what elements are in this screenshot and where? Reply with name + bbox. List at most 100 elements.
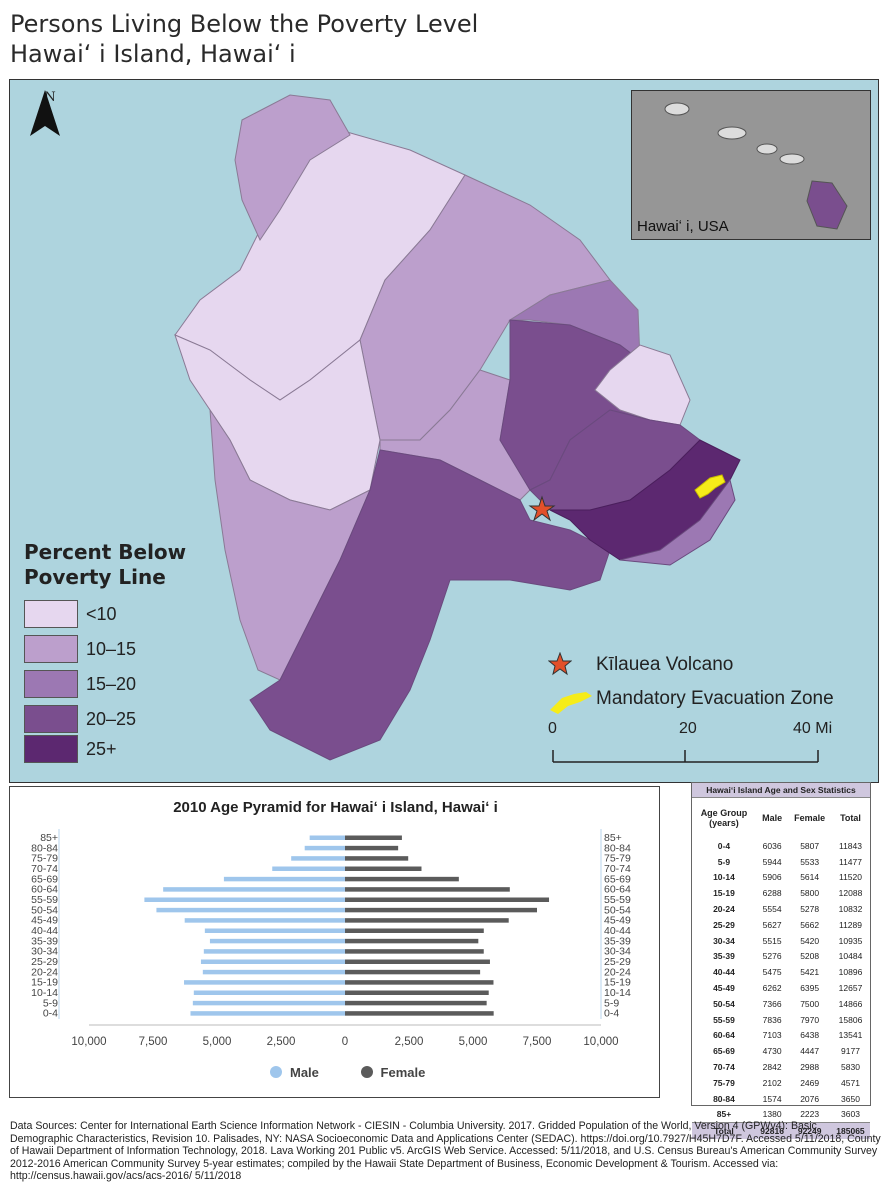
- value-cell: 5533: [800, 856, 820, 867]
- male-bar: [204, 928, 345, 933]
- female-bar: [345, 876, 459, 882]
- value-cell: 5627: [762, 919, 782, 930]
- value-cell: 5278: [800, 904, 820, 915]
- value-cell: 12657: [838, 983, 863, 994]
- value-cell: 2102: [762, 1077, 782, 1088]
- scale-label: 20: [679, 720, 697, 737]
- legend-label: 20–25: [86, 709, 137, 729]
- table-row: 50-54 7366 7500 14866: [692, 996, 870, 1012]
- value-cell: 6262: [762, 983, 782, 994]
- age-tick-label-right: 20-24: [604, 966, 631, 978]
- male-bar: [209, 938, 345, 944]
- value-cell: 7103: [762, 1030, 782, 1041]
- female-bar: [345, 959, 490, 964]
- value-cell: 5420: [800, 935, 820, 946]
- table-row: 30-34 5515 5420 10935: [692, 933, 870, 949]
- age-tick-label-left: 80-84: [31, 842, 58, 854]
- age-tick-label-left: 5-9: [43, 997, 58, 1009]
- age-tick-label-left: 85+: [40, 832, 58, 844]
- value-cell: 5276: [762, 951, 782, 962]
- female-bar: [345, 969, 481, 975]
- evacuation-zone: [694, 474, 726, 499]
- age-group-cell: 60-64: [713, 1030, 735, 1041]
- age-tick-label-left: 35-39: [31, 935, 58, 947]
- male-bar: [184, 918, 345, 923]
- value-cell: 6438: [800, 1030, 820, 1041]
- value-cell: 7366: [762, 998, 782, 1009]
- value-cell: 15806: [838, 1014, 863, 1025]
- age-group-cell: 75-79: [713, 1077, 735, 1088]
- age-group-cell: 40-44: [713, 967, 735, 978]
- star-icon: [548, 652, 572, 676]
- north-arrow-icon: [30, 90, 60, 136]
- value-cell: 11843: [838, 840, 862, 851]
- value-cell: 10832: [838, 904, 863, 915]
- north-arrow: N: [30, 90, 70, 136]
- value-cell: 92249: [788, 1122, 831, 1140]
- table-row: 60-64 7103 6438 13541: [692, 1028, 870, 1044]
- north-letter: N: [44, 90, 56, 105]
- age-tick-label-left: 15-19: [31, 977, 58, 989]
- female-bar: [345, 1011, 494, 1016]
- legend-swatch: [24, 600, 78, 628]
- age-tick-label-right: 40-44: [604, 925, 631, 937]
- table-row: 70-74 2842 2988 5830: [692, 1059, 870, 1075]
- age-tick-label-right: 15-19: [604, 977, 631, 989]
- age-tick-label-right: 80-84: [604, 842, 631, 854]
- data-sources: Data Sources: Center for International E…: [10, 1120, 881, 1182]
- table-row: 45-49 6262 6395 12657: [692, 980, 870, 996]
- age-group-cell: 30-34: [713, 935, 735, 946]
- age-tick-label-right: 65-69: [604, 873, 631, 885]
- table-row: 85+ 1380 2223 3603: [692, 1107, 870, 1123]
- value-cell: 4447: [800, 1046, 820, 1057]
- legend-swatch: [24, 705, 78, 733]
- female-bar: [345, 938, 479, 944]
- evacuation-zone-icon: [550, 692, 592, 714]
- value-cell: 11289: [838, 919, 862, 930]
- value-cell: 14866: [838, 998, 863, 1009]
- female-bar: [345, 949, 484, 954]
- legend-item: 20–25: [24, 705, 224, 733]
- value-cell: 11477: [838, 856, 862, 867]
- value-cell: 2988: [800, 1062, 820, 1073]
- legend-title-line1: Percent Below: [24, 540, 187, 564]
- legend-item: 25+: [24, 735, 224, 763]
- pyramid-title: 2010 Age Pyramid for Hawaiʻ i Island, Ha…: [173, 799, 498, 816]
- age-group-cell: 70-74: [713, 1062, 735, 1073]
- table-row: 40-44 5475 5421 10896: [692, 964, 870, 980]
- female-bar: [345, 990, 489, 995]
- legend-title: Percent Below Poverty Line: [24, 540, 224, 590]
- value-cell: 1380: [762, 1109, 782, 1120]
- age-tick-label-right: 10-14: [604, 987, 631, 999]
- value-cell: 6036: [762, 840, 782, 851]
- map-frame: N Hawaiʻ i, USA Percent Below Poverty Li…: [9, 79, 879, 783]
- island-map: [174, 94, 741, 761]
- age-group-cell: 10-14: [713, 872, 735, 883]
- age-group-cell: 5-9: [717, 856, 731, 867]
- age-tick-label-right: 70-74: [604, 863, 631, 875]
- legend-swatch: [24, 635, 78, 663]
- age-tick-label-left: 0-4: [43, 1008, 58, 1020]
- inset-islands: [664, 102, 848, 230]
- table-row: 10-14 5906 5614 11520: [692, 870, 870, 886]
- pyramid-legend: Male Female: [270, 1065, 470, 1080]
- age-tick-label-left: 20-24: [31, 966, 58, 978]
- table-row: 15-19 6288 5800 12088: [692, 885, 870, 901]
- stats-table-panel: Hawaiʻi Island Age and Sex Statistics Ag…: [691, 782, 871, 1140]
- female-bar: [345, 835, 402, 840]
- age-group-cell: 45-49: [713, 983, 735, 994]
- male-bar: [156, 907, 345, 913]
- age-tick-label-left: 65-69: [31, 873, 58, 885]
- age-tick-label-left: 25-29: [31, 956, 58, 968]
- value-cell: 4571: [841, 1077, 860, 1088]
- value-cell: 7970: [800, 1014, 820, 1025]
- tract-ka-u: [249, 449, 611, 761]
- female-bar: [345, 907, 537, 913]
- value-cell: 2842: [762, 1062, 782, 1073]
- age-group-cell: 15-19: [713, 888, 735, 899]
- scale-label: 0: [548, 720, 557, 737]
- table-row: 80-84 1574 2076 3650: [692, 1091, 870, 1107]
- female-bar: [345, 897, 550, 902]
- stats-table: Age Group (years) Male Female Total 0-4 60…: [692, 798, 870, 1140]
- age-tick-label-right: 45-49: [604, 915, 631, 927]
